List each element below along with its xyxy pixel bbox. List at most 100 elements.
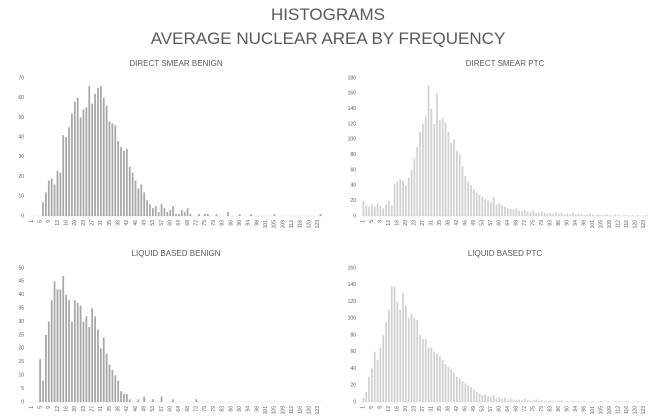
y-tick-label: 20 bbox=[18, 174, 24, 180]
bar bbox=[166, 212, 169, 216]
bar bbox=[439, 120, 441, 216]
y-tick-label: 180 bbox=[348, 75, 357, 81]
bar bbox=[594, 215, 597, 216]
y-tick-label: 0 bbox=[353, 399, 356, 405]
panel-title: DIRECT SMEAR BENIGN bbox=[129, 59, 222, 68]
x-tick-label: 46 bbox=[133, 220, 139, 226]
bar bbox=[154, 206, 157, 216]
bar bbox=[436, 353, 438, 402]
bar bbox=[362, 200, 365, 216]
bar bbox=[506, 399, 509, 402]
bar bbox=[478, 393, 481, 402]
x-tick-label: 31 bbox=[98, 406, 104, 412]
bar bbox=[506, 208, 509, 216]
bar bbox=[458, 378, 461, 402]
bar bbox=[143, 396, 146, 402]
x-tick-label: 83 bbox=[548, 220, 554, 226]
bar bbox=[560, 212, 563, 216]
bar bbox=[172, 206, 174, 216]
panel-title: LIQUID BASED PTC bbox=[468, 249, 542, 258]
bar bbox=[94, 93, 96, 216]
bar bbox=[56, 289, 59, 402]
bar bbox=[65, 294, 68, 402]
bar bbox=[467, 385, 470, 402]
y-tick-label: 10 bbox=[18, 373, 24, 379]
x-tick-label: 86 bbox=[556, 406, 562, 412]
x-tick-label: 94 bbox=[246, 220, 252, 226]
bar bbox=[88, 326, 91, 402]
bar bbox=[227, 212, 229, 216]
x-tick-label: 116 bbox=[298, 406, 304, 414]
bar bbox=[85, 316, 88, 402]
bar bbox=[526, 400, 529, 402]
y-tick-label: 20 bbox=[350, 383, 356, 389]
bar bbox=[59, 172, 62, 216]
bar bbox=[512, 209, 515, 216]
bar bbox=[152, 208, 154, 216]
x-tick-label: 112 bbox=[616, 406, 622, 414]
y-tick-label: 140 bbox=[348, 282, 357, 288]
bar bbox=[484, 199, 487, 216]
x-tick-label: 112 bbox=[289, 406, 295, 414]
bar bbox=[569, 214, 571, 216]
x-tick-label: 90 bbox=[565, 406, 571, 412]
bar bbox=[637, 401, 639, 402]
y-tick-label: 0 bbox=[21, 399, 24, 405]
bar bbox=[450, 143, 453, 216]
bar bbox=[625, 215, 628, 216]
x-tick-label: 49 bbox=[471, 220, 477, 226]
bar bbox=[422, 124, 424, 216]
bar bbox=[390, 286, 393, 402]
x-tick-label: 60 bbox=[497, 220, 503, 226]
bar bbox=[441, 360, 444, 402]
x-tick-label: 53 bbox=[150, 220, 156, 226]
bar bbox=[376, 203, 379, 216]
bar bbox=[206, 214, 209, 216]
x-tick-label: 20 bbox=[403, 406, 409, 412]
x-tick-label: 53 bbox=[150, 406, 156, 412]
bar bbox=[557, 401, 560, 402]
bar bbox=[382, 335, 385, 402]
bar bbox=[131, 172, 134, 216]
bar bbox=[379, 206, 382, 216]
bar bbox=[623, 215, 625, 216]
bar bbox=[53, 281, 56, 402]
bar bbox=[526, 211, 529, 216]
bar bbox=[50, 300, 53, 402]
bar bbox=[180, 210, 183, 216]
bar bbox=[453, 139, 455, 216]
x-tick-label: 101 bbox=[263, 220, 269, 229]
bar bbox=[45, 335, 47, 402]
x-tick-label: 98 bbox=[582, 406, 588, 412]
bar bbox=[518, 399, 521, 402]
x-tick-label: 75 bbox=[531, 220, 537, 226]
x-tick-label: 1 bbox=[29, 406, 35, 409]
bar bbox=[478, 194, 481, 216]
bar bbox=[600, 215, 603, 216]
bar bbox=[572, 212, 574, 216]
bar bbox=[108, 121, 111, 216]
bar bbox=[625, 401, 628, 402]
bar bbox=[393, 183, 396, 216]
bar bbox=[614, 214, 617, 216]
y-tick-label: 20 bbox=[350, 198, 356, 204]
y-tick-label: 40 bbox=[350, 366, 356, 372]
y-tick-label: 0 bbox=[353, 213, 356, 219]
bar bbox=[433, 351, 436, 402]
x-tick-label: 38 bbox=[116, 220, 122, 226]
bar bbox=[169, 210, 172, 216]
bar bbox=[416, 319, 419, 402]
x-tick-label: 16 bbox=[395, 406, 401, 412]
bar bbox=[532, 400, 535, 402]
x-tick-label: 9 bbox=[378, 220, 384, 223]
bar bbox=[273, 214, 276, 216]
x-tick-label: 38 bbox=[116, 406, 122, 412]
bar bbox=[114, 125, 117, 216]
x-tick-label: 101 bbox=[590, 220, 596, 229]
x-tick-label: 12 bbox=[386, 406, 392, 412]
bar bbox=[473, 189, 475, 216]
y-tick-label: 10 bbox=[18, 194, 24, 200]
bar bbox=[365, 205, 368, 216]
x-tick-label: 5 bbox=[369, 406, 375, 409]
bar bbox=[175, 214, 177, 216]
